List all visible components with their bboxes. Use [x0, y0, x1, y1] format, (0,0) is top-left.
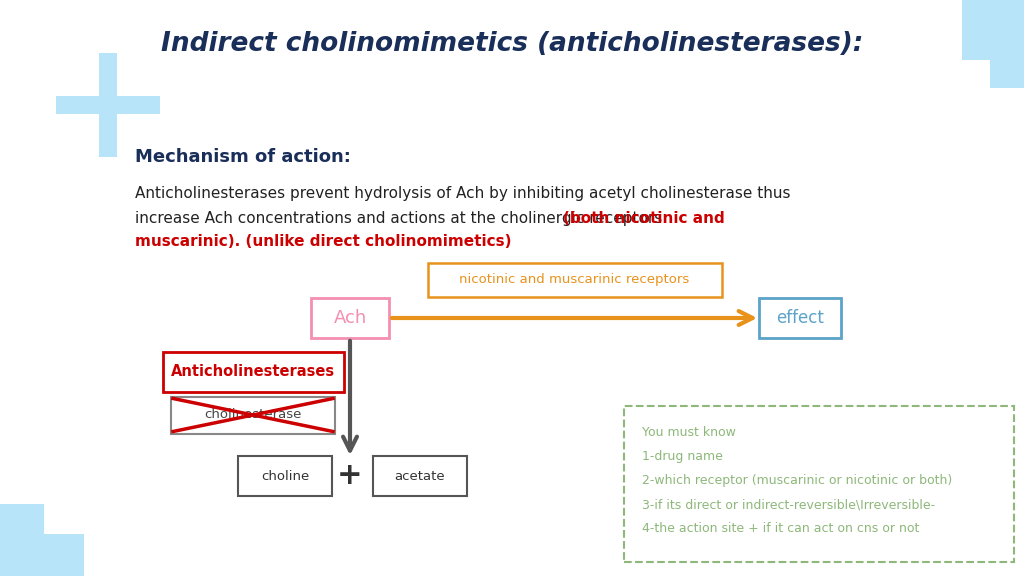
FancyBboxPatch shape: [624, 406, 1014, 562]
Text: effect: effect: [776, 309, 824, 327]
Text: You must know: You must know: [642, 426, 736, 439]
Text: 4-the action site + if it can act on cns or not: 4-the action site + if it can act on cns…: [642, 522, 920, 535]
Text: Ach: Ach: [334, 309, 367, 327]
Bar: [0, 504, 44, 576]
Text: 1-drug name: 1-drug name: [642, 450, 723, 463]
Text: Anticholinesterases: Anticholinesterases: [171, 365, 335, 380]
Text: +: +: [337, 461, 362, 491]
FancyBboxPatch shape: [759, 298, 841, 338]
FancyBboxPatch shape: [238, 456, 332, 496]
Bar: [56, 96, 160, 114]
Bar: [99, 53, 117, 157]
FancyBboxPatch shape: [163, 352, 343, 392]
Bar: [990, 58, 1024, 88]
Text: Anticholinesterases prevent hydrolysis of Ach by inhibiting acetyl cholinesteras: Anticholinesterases prevent hydrolysis o…: [135, 186, 791, 201]
Bar: [44, 534, 84, 576]
FancyBboxPatch shape: [427, 263, 722, 297]
Text: increase Ach concentrations and actions at the cholinergic receptors: increase Ach concentrations and actions …: [135, 211, 667, 226]
Bar: [962, 0, 1024, 60]
Text: Indirect cholinomimetics (anticholinesterases):: Indirect cholinomimetics (anticholineste…: [161, 31, 863, 57]
Text: Mechanism of action:: Mechanism of action:: [135, 148, 351, 166]
Text: (both nicotinic and: (both nicotinic and: [563, 211, 725, 226]
FancyBboxPatch shape: [311, 298, 389, 338]
Text: choline: choline: [261, 469, 309, 483]
Text: muscarinic). (unlike direct cholinomimetics): muscarinic). (unlike direct cholinomimet…: [135, 234, 512, 249]
Text: 3-if its direct or indirect-reversible\Irreversible-: 3-if its direct or indirect-reversible\I…: [642, 498, 935, 511]
FancyBboxPatch shape: [373, 456, 467, 496]
Text: nicotinic and muscarinic receptors: nicotinic and muscarinic receptors: [460, 274, 689, 286]
Text: 2-which receptor (muscarinic or nicotinic or both): 2-which receptor (muscarinic or nicotini…: [642, 474, 952, 487]
FancyBboxPatch shape: [171, 396, 335, 434]
Text: acetate: acetate: [394, 469, 445, 483]
Text: cholinesterase: cholinesterase: [205, 408, 302, 422]
